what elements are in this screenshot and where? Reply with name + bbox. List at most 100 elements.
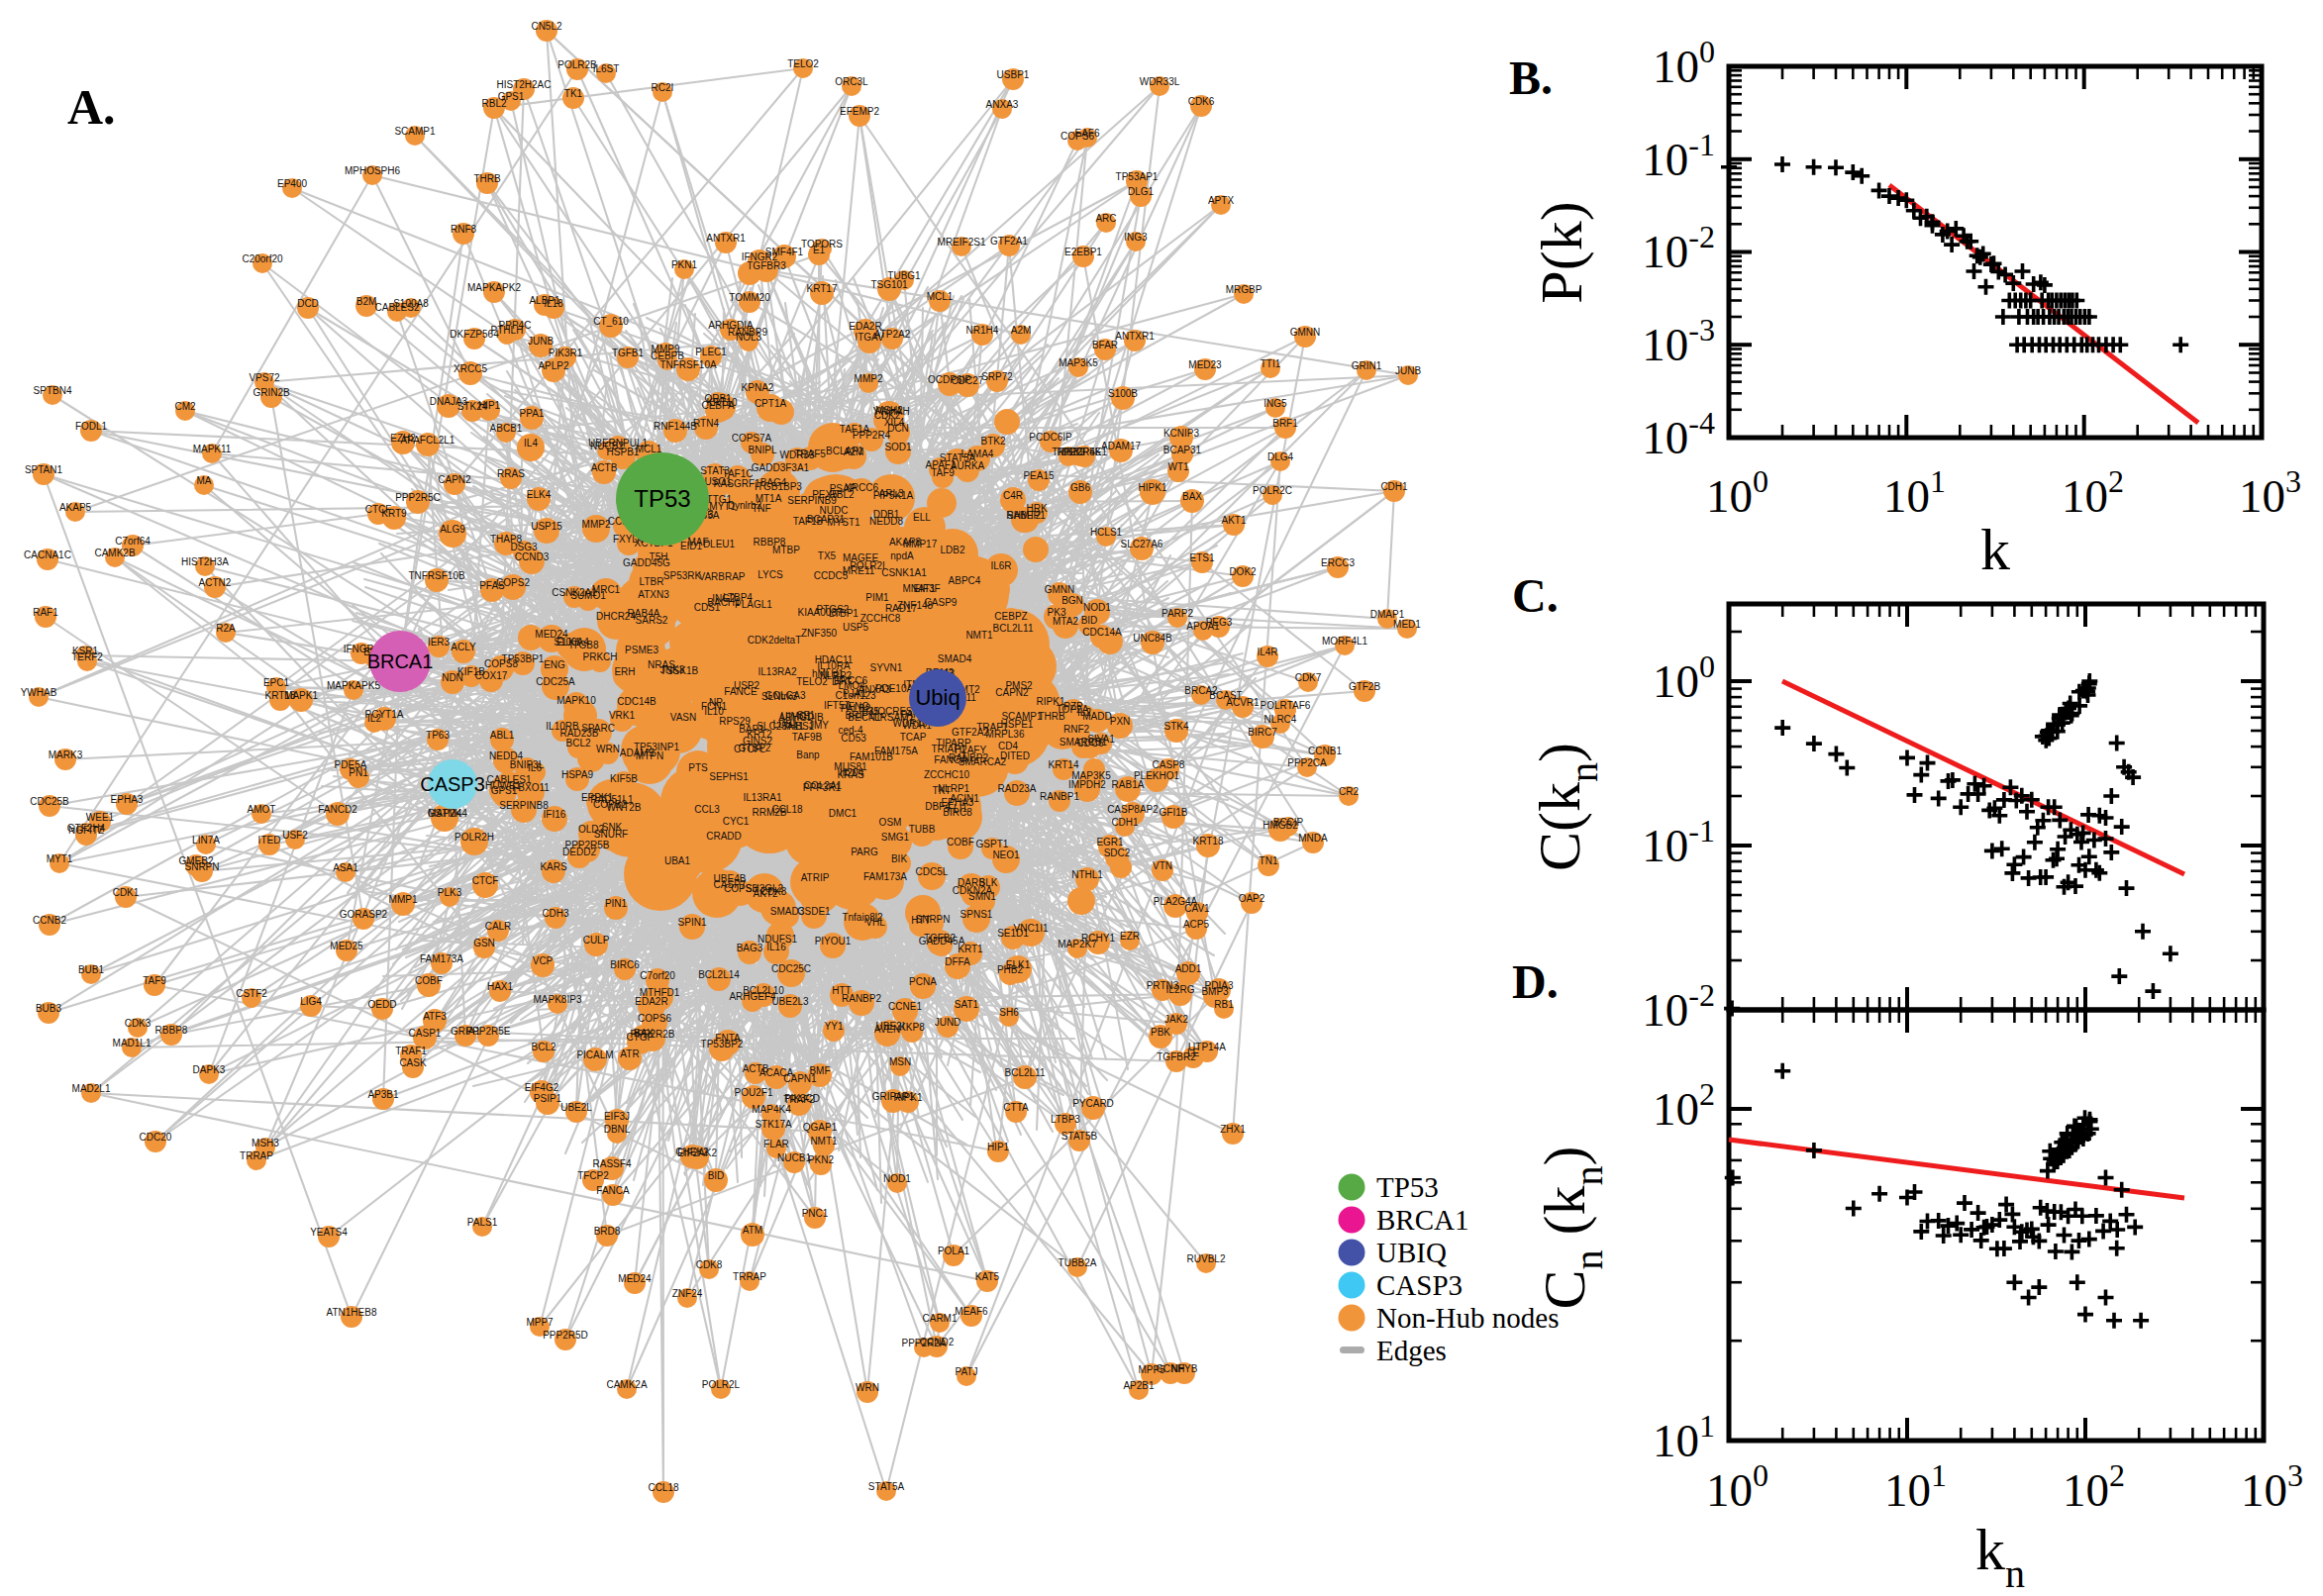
svg-text:MMP1: MMP1 bbox=[389, 894, 418, 905]
svg-text:ADD1: ADD1 bbox=[1175, 963, 1202, 974]
svg-text:RRAS: RRAS bbox=[497, 468, 525, 479]
svg-text:SMAD3: SMAD3 bbox=[770, 906, 805, 917]
svg-text:TP53BP2: TP53BP2 bbox=[701, 1039, 744, 1049]
svg-text:COPS6: COPS6 bbox=[638, 1013, 671, 1024]
svg-text:RCHY1: RCHY1 bbox=[1081, 933, 1115, 944]
svg-text:XRCC5: XRCC5 bbox=[454, 363, 487, 374]
svg-text:npdA: npdA bbox=[890, 550, 914, 561]
svg-text:NLRP2: NLRP2 bbox=[820, 670, 853, 681]
svg-text:TRRAP: TRRAP bbox=[240, 1150, 273, 1161]
svg-text:PLEKHO1: PLEKHO1 bbox=[1134, 770, 1180, 781]
svg-text:ARHGEF4: ARHGEF4 bbox=[729, 991, 776, 1002]
svg-text:ENG: ENG bbox=[544, 659, 565, 670]
svg-text:CARM1: CARM1 bbox=[922, 1313, 957, 1324]
svg-text:RBBP8: RBBP8 bbox=[754, 537, 786, 548]
svg-text:BID: BID bbox=[708, 1170, 725, 1181]
svg-text:PKN1: PKN1 bbox=[671, 259, 698, 270]
svg-text:TAF9: TAF9 bbox=[143, 975, 166, 986]
svg-text:BAX: BAX bbox=[1182, 491, 1202, 502]
svg-text:TGFBR3: TGFBR3 bbox=[747, 260, 786, 271]
svg-text:SMAD4: SMAD4 bbox=[938, 653, 972, 664]
svg-text:SDC2: SDC2 bbox=[1104, 848, 1131, 858]
svg-text:BCCIP: BCCIP bbox=[1273, 817, 1304, 828]
svg-text:TELO2: TELO2 bbox=[787, 58, 819, 69]
svg-text:BUB3: BUB3 bbox=[36, 1003, 62, 1014]
svg-text:NEDD8: NEDD8 bbox=[869, 516, 903, 527]
svg-text:KIAA0087: KIAA0087 bbox=[797, 607, 842, 618]
svg-text:PPP2R5D: PPP2R5D bbox=[543, 1330, 588, 1341]
svg-text:COPS2: COPS2 bbox=[496, 577, 530, 588]
svg-text:KIF5B: KIF5B bbox=[610, 773, 638, 784]
svg-text:BCL2: BCL2 bbox=[531, 1042, 556, 1052]
svg-text:C7orf20: C7orf20 bbox=[640, 970, 675, 981]
svg-text:GTF2B: GTF2B bbox=[1349, 681, 1381, 692]
svg-text:ARL3: ARL3 bbox=[878, 488, 903, 499]
svg-text:CASP9: CASP9 bbox=[925, 597, 958, 608]
svg-text:RNF2: RNF2 bbox=[1063, 724, 1090, 735]
svg-text:BIK: BIK bbox=[891, 853, 907, 864]
svg-text:BRCA1: BRCA1 bbox=[1376, 1204, 1468, 1236]
svg-text:MORF4L1: MORF4L1 bbox=[1322, 636, 1368, 647]
svg-text:USF2: USF2 bbox=[282, 830, 308, 841]
svg-text:PIYOU1: PIYOU1 bbox=[815, 936, 852, 947]
svg-text:BIRC6: BIRC6 bbox=[610, 959, 640, 970]
svg-text:SMG1: SMG1 bbox=[881, 832, 910, 843]
svg-text:CDC14A: CDC14A bbox=[1082, 627, 1122, 638]
svg-text:SLC25A11: SLC25A11 bbox=[757, 721, 804, 732]
svg-text:TUBB: TUBB bbox=[909, 824, 936, 835]
svg-text:CSNK2A1: CSNK2A1 bbox=[552, 587, 597, 598]
svg-text:WT1: WT1 bbox=[1167, 461, 1189, 472]
svg-text:TGFB1: TGFB1 bbox=[612, 348, 645, 358]
svg-text:MAPK10: MAPK10 bbox=[556, 695, 596, 706]
svg-text:PARG: PARG bbox=[851, 847, 878, 857]
svg-text:MAD1L1: MAD1L1 bbox=[113, 1038, 152, 1048]
svg-text:AP2B1: AP2B1 bbox=[1123, 1380, 1155, 1391]
svg-text:OEDD: OEDD bbox=[368, 999, 397, 1010]
svg-text:RNF144B: RNF144B bbox=[654, 421, 697, 432]
svg-text:PRKCH: PRKCH bbox=[582, 651, 617, 662]
svg-text:TP53AP1: TP53AP1 bbox=[1116, 171, 1159, 182]
svg-text:ZCCHC10: ZCCHC10 bbox=[924, 769, 970, 780]
svg-text:SF1: SF1 bbox=[797, 710, 816, 721]
svg-text:EDA2R: EDA2R bbox=[849, 321, 881, 332]
svg-text:POLR2C: POLR2C bbox=[1253, 485, 1292, 496]
svg-text:IFT57: IFT57 bbox=[824, 700, 851, 711]
svg-text:CDK8: CDK8 bbox=[760, 886, 787, 897]
svg-text:CDC20: CDC20 bbox=[140, 1132, 172, 1143]
svg-text:MPP7: MPP7 bbox=[526, 1317, 554, 1328]
svg-text:CM2: CM2 bbox=[174, 401, 196, 412]
svg-text:BRF1: BRF1 bbox=[1272, 418, 1298, 429]
svg-text:WRN: WRN bbox=[856, 1382, 879, 1393]
svg-text:SERPINB8: SERPINB8 bbox=[499, 800, 549, 811]
svg-text:GORASP2: GORASP2 bbox=[340, 909, 388, 920]
svg-text:PXN: PXN bbox=[1110, 716, 1131, 727]
svg-text:UNC84B: UNC84B bbox=[1133, 633, 1172, 644]
svg-text:S100A8: S100A8 bbox=[393, 298, 429, 309]
svg-text:BCAP31: BCAP31 bbox=[1163, 445, 1202, 455]
svg-text:CCL3: CCL3 bbox=[694, 804, 720, 815]
svg-text:HIP1: HIP1 bbox=[987, 1142, 1010, 1152]
svg-text:TRAF1: TRAF1 bbox=[976, 722, 1008, 733]
svg-text:CCNE1: CCNE1 bbox=[888, 1001, 922, 1012]
svg-text:COPS7A: COPS7A bbox=[732, 433, 772, 444]
svg-text:CN5L2: CN5L2 bbox=[531, 21, 562, 32]
svg-text:GADD3F3A1: GADD3F3A1 bbox=[752, 462, 810, 473]
svg-text:MEAF6: MEAF6 bbox=[955, 1306, 988, 1317]
svg-text:RNF8: RNF8 bbox=[451, 224, 477, 235]
svg-text:CSTF2: CSTF2 bbox=[236, 988, 267, 999]
svg-text:DBF4: DBF4 bbox=[925, 801, 951, 812]
svg-text:k: k bbox=[1980, 517, 2010, 582]
svg-text:MAP4K4: MAP4K4 bbox=[752, 1104, 791, 1115]
svg-text:UTP14A: UTP14A bbox=[1188, 1042, 1226, 1052]
svg-text:ELL: ELL bbox=[913, 512, 931, 523]
svg-text:UBE2L3: UBE2L3 bbox=[771, 996, 809, 1007]
svg-text:NP: NP bbox=[709, 697, 723, 708]
svg-text:A2M: A2M bbox=[1011, 325, 1032, 336]
svg-text:DBNL: DBNL bbox=[604, 1124, 631, 1135]
svg-text:HAX1: HAX1 bbox=[487, 981, 514, 992]
svg-text:CULP: CULP bbox=[583, 935, 610, 946]
svg-text:RAD17: RAD17 bbox=[885, 603, 918, 614]
svg-text:TUBG1: TUBG1 bbox=[887, 270, 921, 281]
svg-text:DEDD2: DEDD2 bbox=[562, 847, 596, 857]
svg-text:XIL4: XIL4 bbox=[884, 417, 905, 428]
